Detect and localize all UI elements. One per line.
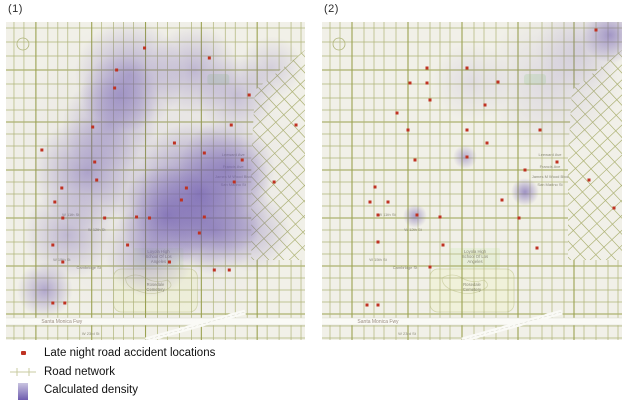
legend-label-accidents: Late night road accident locations: [44, 346, 216, 359]
density-gradient-icon: [8, 381, 38, 400]
svg-text:Loyola High: Loyola High: [464, 249, 487, 254]
map-panel-2: Loyola High School Of Los Angeles Rosedale C…: [322, 22, 622, 340]
svg-text:Francis Ave: Francis Ave: [540, 164, 562, 169]
legend-row-density: Calculated density: [8, 381, 308, 402]
legend-row-roads: Road network: [8, 362, 308, 381]
svg-text:Cemetery: Cemetery: [463, 287, 482, 292]
svg-text:W 15th St: W 15th St: [369, 257, 387, 262]
svg-text:W 23rd St: W 23rd St: [82, 331, 101, 336]
legend-label-roads: Road network: [44, 365, 115, 378]
svg-text:Rosedale: Rosedale: [463, 282, 481, 287]
svg-text:Santa Monica Fwy: Santa Monica Fwy: [41, 319, 82, 325]
svg-text:Santa Monica Fwy: Santa Monica Fwy: [357, 319, 399, 325]
legend: Late night road accident locations Road …: [8, 343, 308, 402]
legend-label-density: Calculated density: [44, 384, 138, 396]
panel-1-label: (1): [8, 3, 23, 15]
road-network-icon: [8, 367, 38, 377]
svg-text:Angeles: Angeles: [467, 259, 482, 264]
svg-text:San Marino St: San Marino St: [537, 182, 563, 187]
svg-text:James M Wood Blvd: James M Wood Blvd: [532, 174, 569, 179]
svg-text:Cambridge St: Cambridge St: [393, 265, 418, 270]
svg-text:School Of Los: School Of Los: [462, 254, 488, 259]
panel-2-label: (2): [324, 3, 339, 15]
svg-text:W 23rd St: W 23rd St: [398, 331, 417, 336]
accident-dot-icon: [8, 350, 38, 355]
legend-row-accidents: Late night road accident locations: [8, 343, 308, 362]
